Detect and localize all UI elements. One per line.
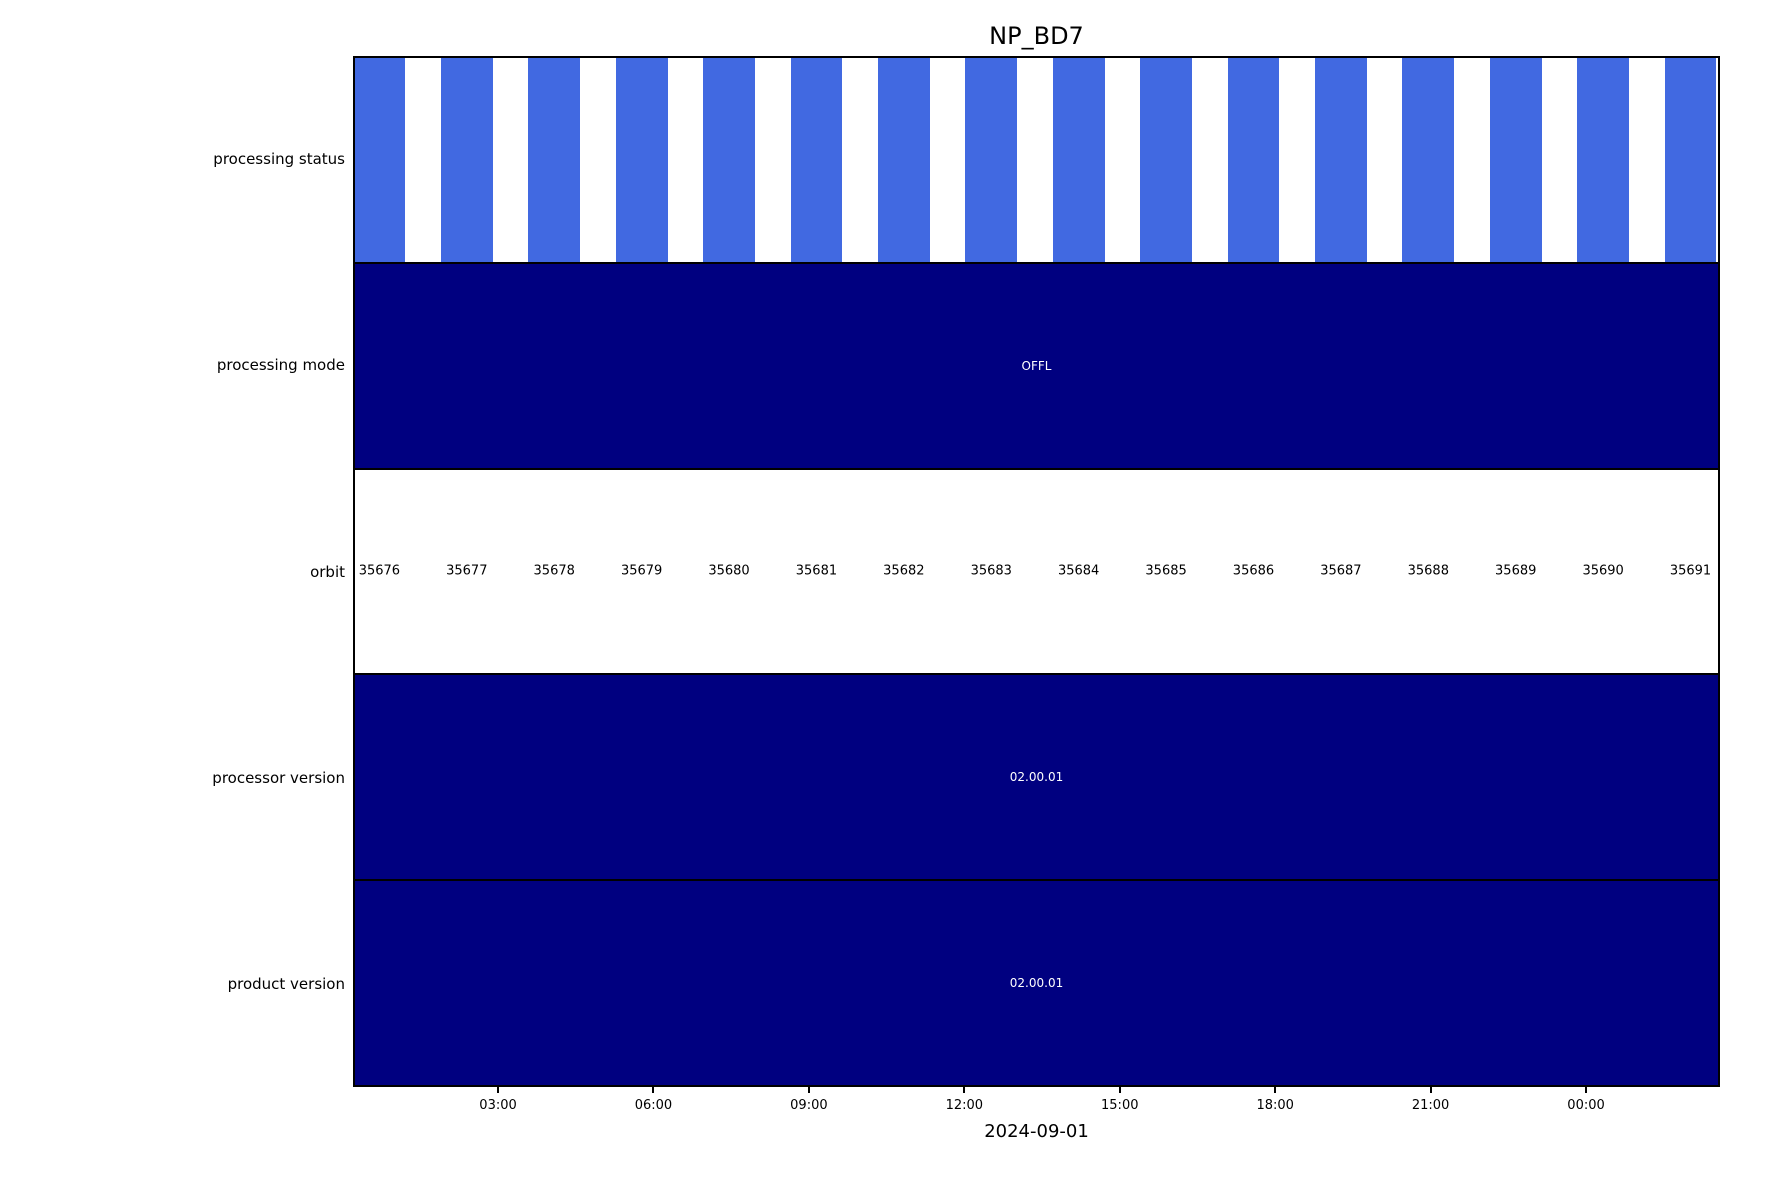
processing-status-bar bbox=[790, 58, 843, 262]
x-tick-label: 21:00 bbox=[1411, 1098, 1450, 1113]
x-tick-label: 15:00 bbox=[1101, 1098, 1139, 1113]
x-tick-label: 09:00 bbox=[790, 1098, 828, 1113]
processor-version-value: 02.00.01 bbox=[1009, 770, 1064, 785]
processing-status-bar bbox=[1664, 58, 1717, 262]
orbit-number: 35691 bbox=[1669, 563, 1712, 579]
x-tick-mark bbox=[1118, 1087, 1121, 1093]
orbit-number: 35689 bbox=[1495, 563, 1537, 579]
row-product-version: 02.00.01 bbox=[355, 879, 1718, 1085]
row-label-processor-version: processor version bbox=[212, 768, 345, 787]
orbit-number: 35677 bbox=[446, 563, 488, 579]
processing-status-bar bbox=[1489, 58, 1542, 262]
orbit-number: 35681 bbox=[795, 563, 838, 579]
processing-status-bar bbox=[1227, 58, 1280, 262]
row-processing-status bbox=[355, 58, 1718, 262]
orbit-number: 35685 bbox=[1145, 563, 1187, 579]
orbit-number: 35683 bbox=[970, 563, 1012, 579]
plot-area: OFFL 35676 35677 35678 35679 35680 35681 35682 3… bbox=[353, 56, 1720, 1087]
orbit-number: 35676 bbox=[358, 563, 401, 579]
orbit-number: 35678 bbox=[533, 563, 575, 579]
processing-status-bar bbox=[1052, 58, 1105, 262]
x-tick-label: 06:00 bbox=[634, 1098, 673, 1113]
row-label-product-version: product version bbox=[227, 974, 345, 993]
processing-mode-value: OFFL bbox=[1021, 358, 1052, 373]
processing-status-bar bbox=[965, 58, 1018, 262]
orbit-number: 35688 bbox=[1407, 563, 1449, 579]
x-tick-mark bbox=[497, 1087, 500, 1093]
processing-status-bar bbox=[1577, 58, 1629, 262]
row-label-processing-status: processing status bbox=[213, 150, 345, 169]
processing-status-bar bbox=[1140, 58, 1192, 262]
x-tick-mark bbox=[1585, 1087, 1588, 1093]
x-tick-label: 18:00 bbox=[1256, 1098, 1294, 1113]
x-axis-date-label: 2024-09-01 bbox=[984, 1121, 1089, 1142]
row-label-processing-mode: processing mode bbox=[216, 356, 345, 375]
row-processor-version: 02.00.01 bbox=[355, 673, 1718, 880]
orbit-number: 35687 bbox=[1320, 563, 1362, 579]
row-label-orbit: orbit bbox=[310, 562, 345, 581]
orbit-number: 35690 bbox=[1582, 563, 1624, 579]
x-tick-mark bbox=[1429, 1087, 1432, 1093]
x-tick-mark bbox=[652, 1087, 655, 1093]
processing-status-bar bbox=[703, 58, 755, 262]
orbit-number: 35679 bbox=[620, 563, 663, 579]
row-orbit: 35676 35677 35678 35679 35680 35681 35682 35683… bbox=[355, 467, 1718, 674]
x-tick-label: 00:00 bbox=[1567, 1098, 1605, 1113]
chart-title: NP_BD7 bbox=[989, 22, 1084, 50]
x-tick-label: 12:00 bbox=[945, 1098, 984, 1113]
processing-status-bar bbox=[440, 58, 493, 262]
processing-status-bar bbox=[877, 58, 930, 262]
orbit-number: 35682 bbox=[883, 563, 925, 579]
processing-status-bar bbox=[1315, 58, 1367, 262]
x-tick-mark bbox=[1274, 1087, 1277, 1093]
processing-status-bar bbox=[1402, 58, 1455, 262]
product-version-value: 02.00.01 bbox=[1009, 976, 1064, 991]
orbit-number: 35684 bbox=[1057, 563, 1100, 579]
processing-status-bar bbox=[528, 58, 581, 262]
x-tick-label: 03:00 bbox=[479, 1098, 517, 1113]
x-tick-mark bbox=[963, 1087, 966, 1093]
processing-status-bar bbox=[615, 58, 668, 262]
x-tick-mark bbox=[807, 1087, 810, 1093]
x-axis: 03:00 06:00 09:00 12:00 15:00 18:00 21:00 00:00 bbox=[353, 1087, 1720, 1127]
orbit-number: 35680 bbox=[708, 563, 750, 579]
orbit-number: 35686 bbox=[1232, 563, 1275, 579]
row-processing-mode: OFFL bbox=[355, 261, 1718, 468]
processing-status-bar bbox=[355, 58, 406, 262]
